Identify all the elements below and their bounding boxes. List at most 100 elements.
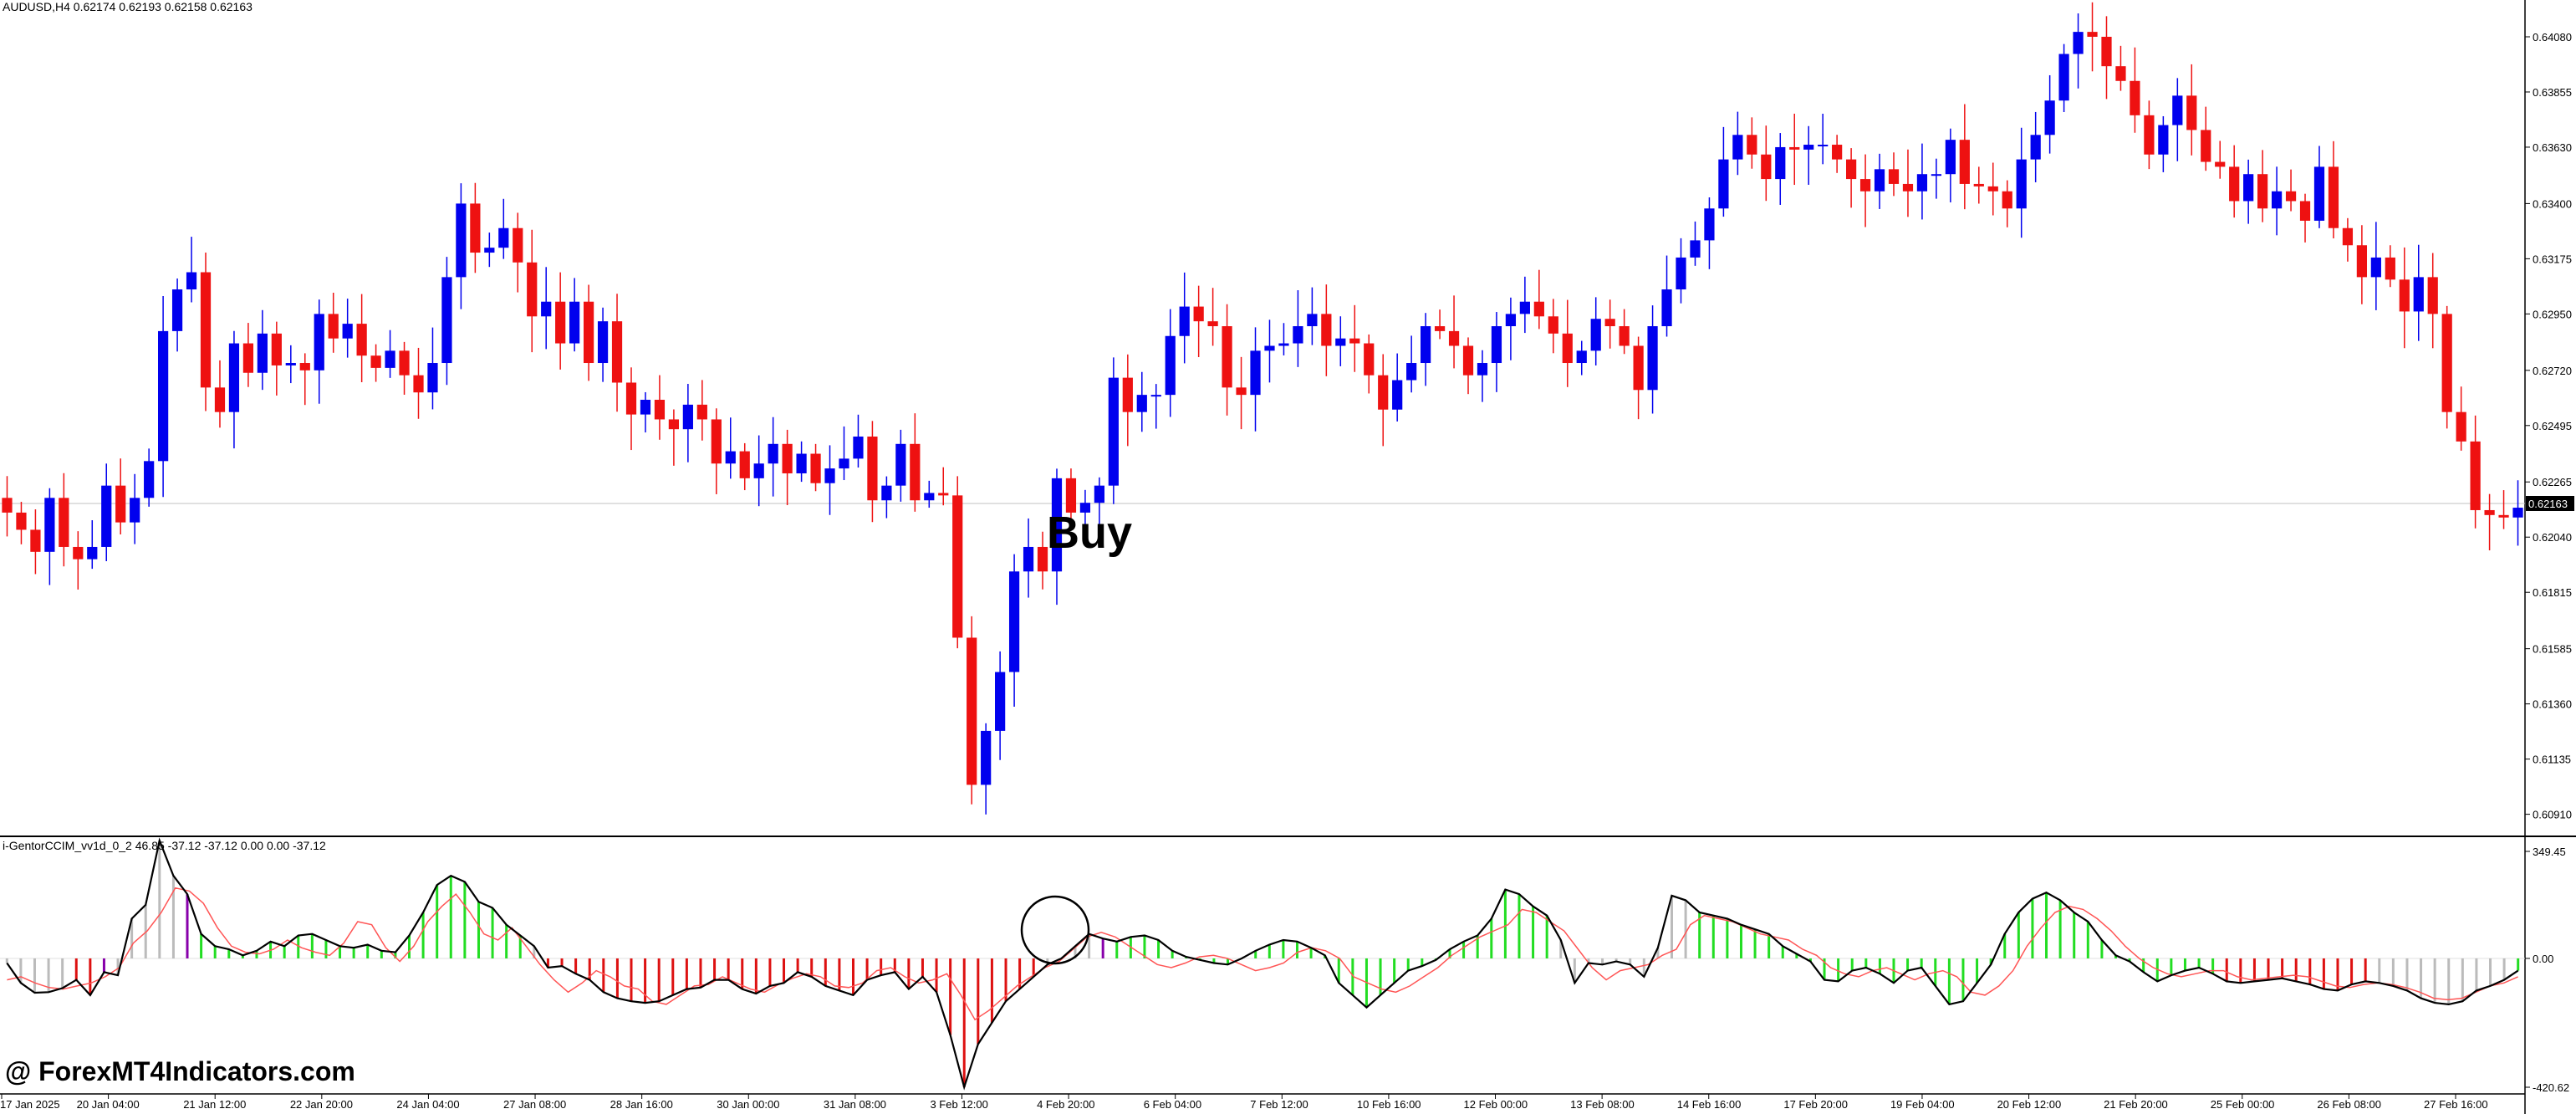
candle-body — [1150, 395, 1161, 397]
candle-body — [1278, 343, 1289, 346]
time-axis: 17 Jan 2025 20 Jan 04:00 21 Jan 12:00 22 Ja… — [0, 1094, 2488, 1111]
candle-body — [2342, 227, 2354, 246]
candle-body — [299, 363, 310, 370]
candle-body — [1973, 183, 1984, 187]
candle-body — [839, 458, 849, 469]
candle-body — [1505, 314, 1517, 327]
candle-body — [1207, 321, 1218, 327]
candle-body — [1959, 140, 1970, 184]
price-tick-label: 0.61360 — [2533, 698, 2572, 711]
candle-body — [597, 321, 609, 364]
time-tick-label: 20 Jan 04:00 — [77, 1098, 140, 1111]
candle-body — [2328, 166, 2339, 228]
candle-body — [796, 453, 807, 473]
candle-body — [682, 404, 693, 430]
candle-body — [1421, 326, 1431, 364]
watermark: @ ForexMT4Indicators.com — [5, 1056, 355, 1086]
candle-body — [2172, 95, 2183, 125]
time-tick-label: 27 Jan 08:00 — [503, 1098, 566, 1111]
candle-body — [73, 546, 84, 560]
price-tick-label: 0.62720 — [2533, 365, 2572, 377]
candle-body — [2058, 54, 2069, 101]
candle-body — [2285, 191, 2297, 202]
candle-body — [2158, 125, 2169, 155]
candle-body — [1633, 345, 1644, 391]
candle-body — [144, 461, 155, 498]
candle-body — [513, 227, 523, 263]
candle-body — [1448, 330, 1460, 346]
candle-body — [625, 382, 637, 415]
candle-body — [30, 529, 41, 552]
candle-body — [527, 262, 538, 317]
candle-body — [2456, 411, 2466, 442]
osc-main-line — [6, 837, 2519, 1091]
time-tick-label: 13 Feb 08:00 — [1570, 1098, 1635, 1111]
candle-body — [1051, 478, 1063, 572]
price-tick-label: 0.63855 — [2533, 86, 2572, 99]
time-tick-label: 4 Feb 20:00 — [1037, 1098, 1094, 1111]
osc-tick-label: 0.00 — [2533, 953, 2553, 965]
current-price-label: 0.62163 — [2528, 498, 2568, 510]
candle-body — [1732, 135, 1743, 160]
candle-body — [2427, 277, 2438, 314]
candle-body — [2399, 279, 2410, 312]
price-tick-label: 0.60910 — [2533, 809, 2572, 821]
candle-body — [1747, 135, 1757, 155]
candle-body — [2186, 95, 2197, 130]
candle-body — [158, 330, 169, 462]
time-tick-label: 17 Feb 20:00 — [1783, 1098, 1848, 1111]
candle-body — [2512, 508, 2523, 518]
candle-body — [1392, 380, 1403, 410]
time-tick-label: 25 Feb 00:00 — [2211, 1098, 2275, 1111]
candle-body — [611, 321, 623, 383]
candle-body — [1590, 319, 1601, 351]
candle-body — [1378, 375, 1389, 410]
candle-body — [1931, 174, 1942, 176]
symbol-info: AUDUSD,H4 0.62174 0.62193 0.62158 0.6216… — [3, 0, 252, 13]
candle-body — [2484, 509, 2495, 515]
price-tick-label: 0.61585 — [2533, 643, 2572, 656]
candle-body — [242, 343, 254, 373]
candle-body — [1874, 169, 1885, 192]
candle-body — [1789, 146, 1800, 150]
candle-body — [1548, 316, 1558, 334]
candle-body — [2370, 257, 2381, 278]
time-tick-label: 10 Feb 16:00 — [1357, 1098, 1421, 1111]
candle-body — [1661, 289, 1672, 327]
candle-body — [2229, 166, 2240, 202]
candle-body — [555, 301, 566, 344]
candle-body — [1916, 174, 1928, 192]
candle-body — [356, 324, 367, 356]
candle-body — [101, 485, 112, 547]
candle-body — [370, 355, 381, 368]
candle-body — [739, 451, 750, 478]
candle-body — [285, 363, 296, 365]
time-tick-label: 28 Jan 16:00 — [610, 1098, 673, 1111]
candle-body — [427, 363, 438, 393]
candle-body — [2271, 191, 2283, 209]
candle-body — [1690, 240, 1701, 258]
buy-annotation: Buy — [1047, 508, 1132, 558]
osc-signal-line — [7, 887, 2518, 1021]
candle-body — [257, 333, 268, 373]
candle-body — [1434, 326, 1446, 331]
candle-body — [1335, 338, 1346, 346]
time-tick-label: 27 Feb 16:00 — [2424, 1098, 2488, 1111]
oscillator-axis: 349.45 0.00 -420.62 — [2525, 846, 2569, 1094]
candle-body — [342, 324, 353, 339]
candle-body — [1845, 159, 1857, 180]
candle-body — [441, 277, 452, 364]
candle-body — [1321, 314, 1332, 346]
candle-body — [995, 672, 1006, 731]
candle-body — [2201, 130, 2211, 162]
candle-body — [87, 546, 98, 560]
candle-body — [2044, 100, 2055, 135]
time-tick-label: 21 Jan 12:00 — [183, 1098, 246, 1111]
candle-body — [1079, 503, 1091, 513]
osc-tick-label: -420.62 — [2533, 1081, 2569, 1094]
candle-body — [1193, 306, 1204, 322]
candle-body — [1307, 314, 1318, 327]
price-tick-label: 0.62265 — [2533, 476, 2572, 488]
osc-tick-label: 349.45 — [2533, 846, 2566, 858]
